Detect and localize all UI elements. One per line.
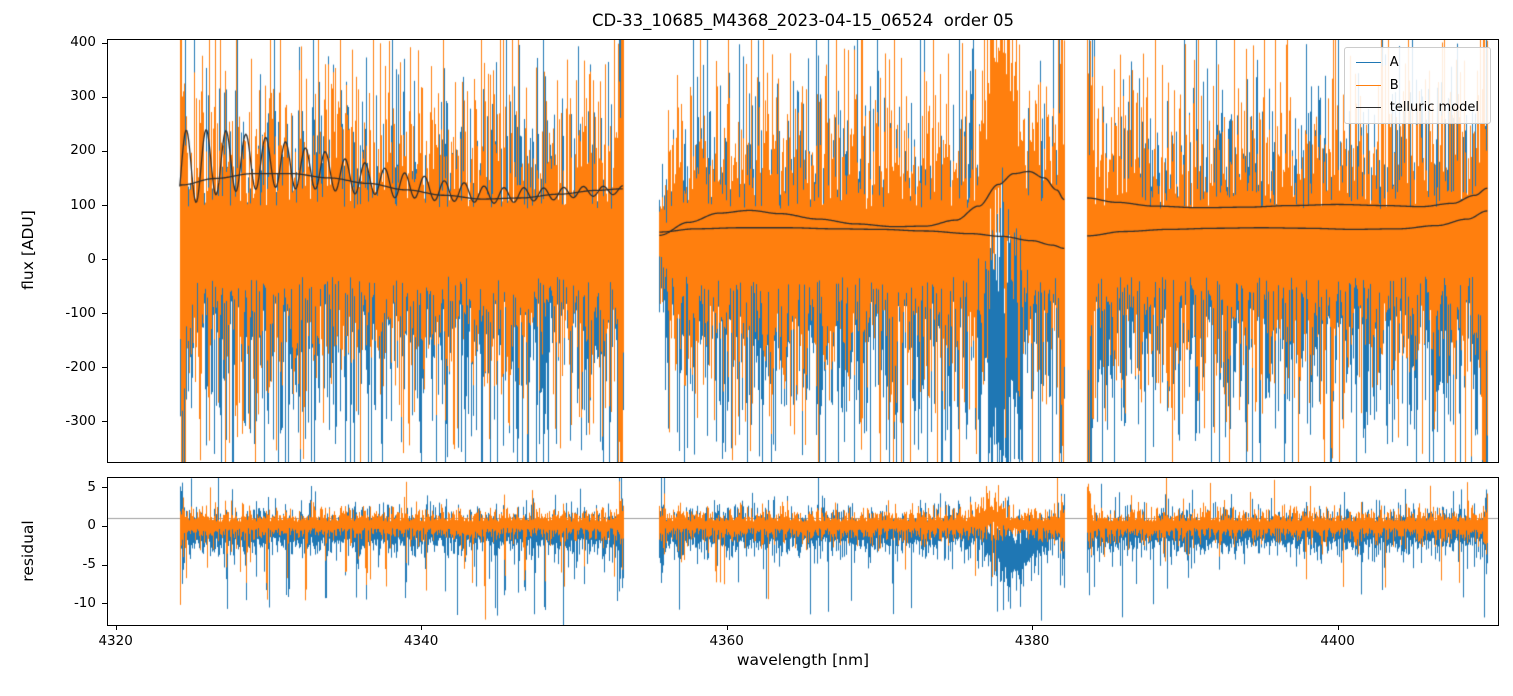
flux-y-tick-mark [102,367,107,369]
residual-y-tick-label: 5 [87,478,96,495]
legend-line-swatch [1355,107,1381,109]
residual-y-tick-mark [102,525,107,527]
x-tick-label: 4400 [1320,633,1355,649]
legend-item-b: B [1355,77,1479,94]
legend-label: A [1389,55,1399,70]
x-tick-mark [1337,625,1339,630]
residual-y-tick-label: 0 [87,517,96,534]
flux-y-tick-label: -100 [65,304,96,321]
flux-y-tick-mark [102,259,107,261]
flux-y-tick-mark [102,313,107,315]
legend-item-a: A [1355,55,1479,71]
flux-y-tick-label: 400 [70,34,96,51]
flux-y-tick-mark [102,150,107,152]
x-tick-mark [726,625,728,630]
chart-title: CD-33_10685_M4368_2023-04-15_06524 order… [592,11,1014,30]
residual-y-tick-mark [102,487,107,489]
flux-y-tick-label: 300 [70,88,96,105]
residual-y-tick-label: -5 [82,556,96,573]
flux-y-tick-mark [102,205,107,206]
flux-y-tick-label: 0 [87,250,96,267]
x-tick-mark [421,625,423,630]
flux-y-tick-mark [102,42,107,44]
legend-label: telluric model [1389,100,1479,116]
x-tick-label: 4340 [403,633,439,649]
flux-y-tick-label: -300 [65,412,96,429]
residual-y-tick-label: -10 [73,594,96,611]
x-tick-mark [115,625,117,630]
residual-plot-canvas [108,478,1498,625]
x-tick-label: 4360 [709,633,744,649]
flux-y-tick-label: 100 [70,196,96,213]
x-axis-label: wavelength [nm] [736,651,870,669]
legend-item-telluric-model: telluric model [1355,100,1479,116]
x-tick-label: 4380 [1014,633,1050,649]
residual-y-axis-label: residual [19,520,37,582]
residual-y-tick-mark [102,564,107,566]
flux-y-tick-mark [102,96,107,98]
x-tick-mark [1032,625,1034,630]
legend-line-swatch [1355,84,1381,86]
flux-y-tick-mark [102,421,107,423]
residual-y-tick-mark [102,603,107,605]
flux-y-tick-label: 200 [70,142,96,159]
legend-line-swatch [1355,62,1381,64]
flux-plot-canvas [108,40,1498,462]
flux-y-tick-label: -200 [65,358,96,375]
residual-panel [107,477,1499,626]
flux-y-axis-label: flux [ADU] [19,210,37,290]
x-tick-label: 4320 [98,633,133,649]
legend-label: B [1389,77,1399,93]
